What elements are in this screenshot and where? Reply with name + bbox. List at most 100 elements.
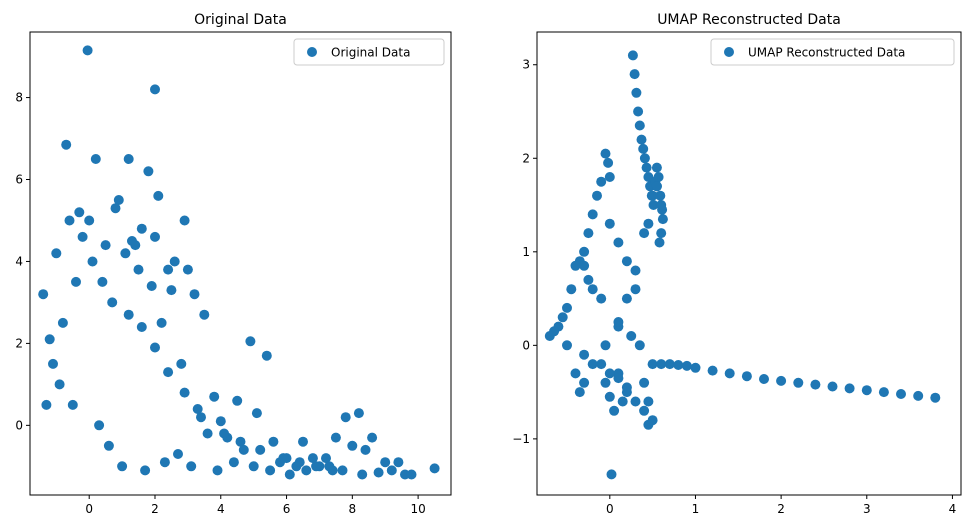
chart-1-data-point [159, 457, 170, 468]
chart-1-data-point [136, 223, 147, 234]
chart-2-y-tick-label: 3 [522, 58, 530, 72]
chart-2-data-point [930, 392, 941, 403]
chart-1-data-point [176, 358, 187, 369]
chart-1-data-point [202, 428, 213, 439]
chart-2-legend-marker [724, 47, 734, 57]
chart-1-data-point [51, 248, 62, 259]
chart-1-data-point [386, 465, 397, 476]
chart-1-data-point [123, 309, 134, 320]
chart-1-data-point [64, 215, 75, 226]
chart-2-data-point [592, 190, 602, 201]
chart-2-legend-label: UMAP Reconstructed Data [748, 46, 905, 60]
chart-2-data-point [707, 365, 718, 376]
chart-2-data-point [724, 368, 735, 379]
chart-1-data-point [123, 154, 134, 164]
chart-1-data-point [150, 231, 160, 242]
chart-2-axes-frame [536, 31, 962, 496]
chart-2-data-point [630, 396, 641, 407]
chart-2-data-point [621, 293, 632, 304]
chart-2-data-point [634, 340, 645, 351]
chart-1-data-point [212, 465, 223, 476]
chart-1-axes-frame [29, 31, 452, 496]
chart-1-data-point [150, 84, 160, 95]
chart-1-data-point [169, 256, 180, 267]
chart-1-data-point [215, 416, 226, 427]
chart-1-data-point [373, 467, 384, 478]
chart-1-data-point [41, 399, 52, 410]
chart-2-data-point [613, 237, 624, 248]
chart-1-data-point [82, 45, 93, 56]
chart-1-data-point [406, 469, 417, 480]
chart-1-legend-label: Original Data [331, 46, 410, 60]
chart-1-data-point [173, 449, 183, 459]
chart-2-data-point [617, 396, 628, 407]
chart-1-data-point [133, 264, 144, 275]
chart-2-data-point [776, 375, 787, 386]
chart-1-data-point [278, 453, 289, 464]
chart-1-data-point [321, 453, 331, 464]
chart-1-data-point [84, 215, 95, 226]
chart-2-data-point [741, 371, 752, 382]
chart-1-data-point [340, 412, 351, 423]
chart-1-data-point [57, 317, 68, 328]
chart-2-data-point [604, 218, 615, 229]
chart-1-legend-marker [307, 47, 317, 57]
chart-1-data-point [61, 139, 72, 150]
chart-2-data-point [579, 349, 590, 360]
chart-1-x-tick-label: 0 [85, 502, 93, 516]
chart-2-data-point [596, 359, 607, 370]
chart-1-data-point [235, 436, 246, 447]
chart-1-x-tick-label: 4 [217, 502, 225, 516]
chart-1-data-point [232, 395, 243, 406]
chart-2-data-point [544, 331, 555, 341]
chart-1-data-point [209, 391, 220, 402]
chart-2-data-point [793, 377, 804, 388]
chart-2-data-point [641, 162, 652, 173]
chart-1-data-point [77, 231, 88, 242]
chart-2-data-point [583, 228, 594, 239]
chart-2-data-point [621, 256, 632, 267]
chart-2-data-point [647, 415, 658, 426]
chart-2-data-point [634, 120, 645, 131]
chart-2-data-point [647, 359, 658, 370]
chart-1-x-tick-label: 6 [283, 502, 291, 516]
chart-1-data-point [67, 399, 78, 410]
chart-1-x-tick-label: 10 [410, 502, 425, 516]
chart-2-data-point [759, 374, 769, 384]
chart-2-y-tick-label: 2 [522, 151, 530, 165]
chart-2-data-point [604, 172, 615, 182]
chart-1-data-point [228, 457, 239, 468]
chart-2-data-point [896, 389, 906, 399]
chart-2-x-tick-label: 3 [863, 502, 871, 516]
chart-1-data-point [136, 322, 147, 332]
chart-1-data-point [94, 420, 105, 431]
chart-2-data-point [574, 387, 585, 398]
chart-1-data-point [153, 190, 164, 201]
chart-1-data-point [87, 256, 98, 267]
chart-1-data-point [199, 309, 210, 320]
chart-1-x-tick-label: 8 [349, 502, 357, 516]
chart-1-data-point [97, 276, 108, 287]
chart-1-data-point [294, 457, 305, 468]
chart-2-data-point [596, 176, 607, 187]
chart-1-data-point [307, 453, 318, 464]
chart-1-data-point [367, 432, 378, 443]
chart-1-data-point [255, 444, 266, 455]
chart-2-data-point [651, 181, 662, 192]
chart-1-data-point [163, 367, 174, 378]
chart-1-y-tick-label: 6 [15, 173, 23, 187]
chart-2-data-point [656, 228, 667, 239]
chart-1-data-point [347, 440, 358, 451]
chart-1-data-point [179, 215, 190, 226]
chart-1-data-point [90, 154, 101, 164]
chart-2-y-tick-label: 1 [522, 245, 530, 259]
chart-1-data-point [44, 334, 55, 345]
chart-2-data-point [654, 237, 665, 248]
chart-1-data-point [265, 465, 276, 476]
chart-2-legend-box [710, 38, 955, 66]
chart-2-data-point [630, 265, 641, 276]
chart-2-title: UMAP Reconstructed Data [657, 12, 841, 28]
chart-2-data-point [639, 377, 650, 388]
chart-1-data-point [54, 379, 65, 390]
chart-1-data-point [74, 207, 85, 218]
